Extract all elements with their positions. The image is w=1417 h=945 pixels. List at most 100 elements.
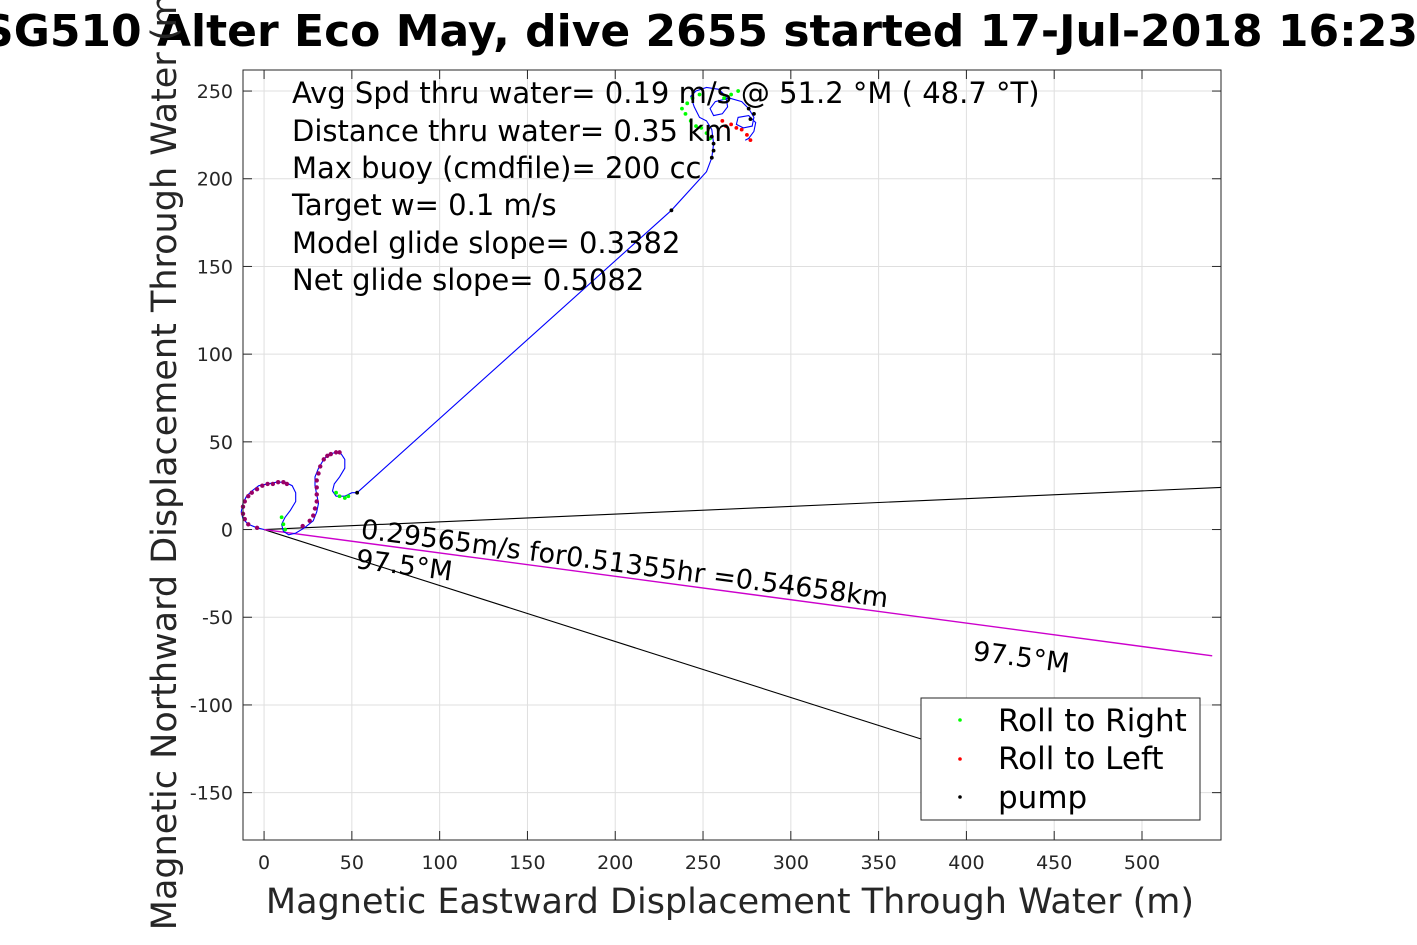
roll-right-marker bbox=[680, 106, 684, 111]
roll-marker bbox=[312, 506, 318, 511]
roll-marker bbox=[270, 481, 276, 487]
roll-left-marker bbox=[734, 125, 739, 130]
pump-marker bbox=[711, 148, 716, 153]
roll-marker bbox=[249, 490, 254, 495]
roll-marker bbox=[333, 450, 339, 455]
roll-right-marker bbox=[334, 490, 338, 495]
x-tick-label: 200 bbox=[597, 852, 633, 874]
roll-marker bbox=[311, 513, 316, 518]
y-tick-label: 200 bbox=[197, 169, 233, 191]
y-tick-label: 150 bbox=[197, 256, 233, 278]
x-tick-label: 0 bbox=[258, 852, 270, 874]
x-tick-label: 100 bbox=[422, 852, 458, 874]
pump-marker bbox=[669, 208, 674, 213]
roll-right-marker bbox=[283, 527, 288, 532]
roll-right-marker bbox=[722, 96, 726, 100]
roll-right-marker bbox=[683, 111, 688, 116]
roll-right-marker bbox=[704, 131, 709, 136]
roll-markers bbox=[240, 89, 756, 532]
heading-line bbox=[263, 529, 925, 741]
legend-box bbox=[920, 697, 1201, 821]
legend-label-roll-right: Roll to Right bbox=[998, 703, 1187, 739]
roll-marker bbox=[284, 481, 290, 487]
pump-marker bbox=[709, 155, 714, 160]
roll-marker bbox=[254, 525, 260, 530]
roll-marker bbox=[246, 494, 251, 499]
pump-marker bbox=[752, 111, 756, 116]
roll-marker bbox=[314, 492, 319, 497]
roll-marker bbox=[314, 478, 319, 483]
roll-right-marker bbox=[690, 96, 695, 100]
x-tick-label: 300 bbox=[773, 852, 809, 874]
roll-marker bbox=[325, 453, 330, 459]
pump-marker bbox=[746, 106, 751, 111]
heading-line bbox=[264, 486, 1222, 531]
roll-marker bbox=[316, 471, 321, 476]
y-tick-label: 0 bbox=[221, 520, 233, 542]
x-tick-label: 250 bbox=[685, 852, 721, 874]
roll-marker bbox=[242, 499, 247, 504]
pump-marker bbox=[709, 134, 714, 139]
roll-left-marker bbox=[729, 122, 734, 127]
legend-marker-roll-left bbox=[958, 757, 962, 761]
heading-label-right: 97.5°M bbox=[971, 636, 1071, 679]
roll-marker bbox=[281, 479, 286, 485]
current-vector-line bbox=[263, 528, 1213, 657]
x-tick-label: 500 bbox=[1124, 852, 1160, 874]
roll-right-marker bbox=[337, 494, 342, 499]
legend-marker-roll-right bbox=[958, 718, 962, 722]
x-axis-label: Magnetic Eastward Displacement Through W… bbox=[266, 882, 1194, 922]
heading-lines bbox=[263, 486, 1222, 741]
roll-marker bbox=[265, 481, 270, 487]
axis-ticks: 0 50 100 150 200 250 300 350 400 450 500-150-100-5… bbox=[190, 70, 1221, 874]
roll-right-marker bbox=[729, 92, 734, 97]
roll-marker bbox=[307, 518, 312, 523]
glider-track bbox=[240, 86, 757, 536]
stat-avg-speed: Avg Spd thru water= 0.19 m/s @ 51.2 °M (… bbox=[292, 76, 1040, 110]
roll-right-marker bbox=[699, 125, 704, 130]
roll-right-marker bbox=[346, 494, 351, 499]
pump-marker bbox=[748, 117, 753, 122]
stat-net-glide: Net glide slope= 0.5082 bbox=[292, 263, 644, 297]
roll-left-marker bbox=[745, 132, 749, 137]
stat-max-buoy: Max buoy (cmdfile)= 200 cc bbox=[292, 151, 701, 185]
roll-marker bbox=[260, 483, 265, 488]
y-tick-label: -150 bbox=[190, 783, 233, 805]
x-tick-label: 400 bbox=[948, 852, 984, 874]
roll-marker bbox=[321, 457, 326, 462]
x-tick-label: 350 bbox=[860, 852, 896, 874]
y-tick-label: 100 bbox=[197, 344, 233, 366]
y-tick-label: -100 bbox=[190, 695, 233, 717]
stat-target-w: Target w= 0.1 m/s bbox=[291, 188, 557, 222]
axes-box bbox=[242, 69, 1222, 841]
y-tick-label: 50 bbox=[209, 432, 233, 454]
legend: Roll to Right Roll to Left pump bbox=[920, 697, 1201, 821]
pump-marker bbox=[711, 141, 716, 146]
roll-right-marker bbox=[342, 496, 347, 500]
roll-left-marker bbox=[748, 138, 753, 143]
roll-right-marker bbox=[685, 101, 690, 106]
roll-right-marker bbox=[688, 118, 693, 123]
roll-marker bbox=[328, 451, 333, 457]
roll-right-marker bbox=[697, 92, 702, 97]
y-axis-label: Magnetic Northward Displacement Through … bbox=[145, 0, 185, 930]
roll-marker bbox=[300, 523, 305, 529]
pump-marker bbox=[355, 490, 360, 495]
current-vector bbox=[263, 528, 1213, 657]
roll-marker bbox=[314, 485, 319, 490]
roll-marker bbox=[314, 499, 319, 504]
roll-left-marker bbox=[723, 124, 728, 129]
roll-left-marker bbox=[720, 118, 725, 123]
track-line bbox=[240, 86, 757, 536]
legend-label-roll-left: Roll to Left bbox=[998, 741, 1164, 777]
roll-right-marker bbox=[736, 89, 741, 93]
roll-marker bbox=[275, 479, 281, 485]
legend-marker-pump bbox=[958, 795, 962, 799]
roll-marker bbox=[242, 516, 247, 522]
chart-title: SG510 Alter Eco May, dive 2655 started 1… bbox=[0, 6, 1417, 57]
roll-marker bbox=[318, 464, 323, 469]
dive-stats: Avg Spd thru water= 0.19 m/s @ 51.2 °M (… bbox=[291, 76, 1040, 297]
y-tick-label: -50 bbox=[202, 607, 233, 629]
roll-marker bbox=[246, 522, 251, 527]
